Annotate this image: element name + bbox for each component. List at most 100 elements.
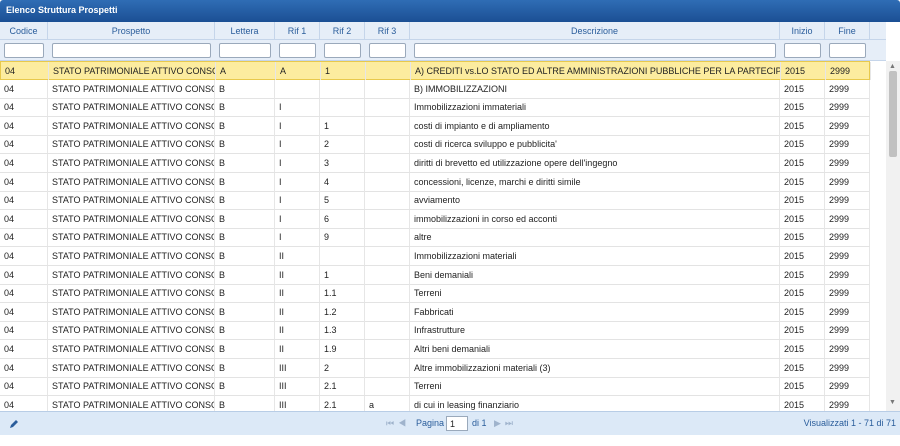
filter-input[interactable] [829, 43, 866, 58]
cell: STATO PATRIMONIALE ATTIVO CONSOL [48, 191, 215, 210]
cell: 2999 [825, 284, 870, 303]
filter-input[interactable] [369, 43, 406, 58]
cell: 1 [320, 116, 365, 135]
column-header[interactable]: Descrizione [410, 22, 780, 40]
scroll-down[interactable]: ▼ [889, 399, 896, 406]
cell: Altre immobilizzazioni materiali (3) [410, 358, 780, 377]
cell: 2.1 [320, 377, 365, 396]
cell: 04 [0, 284, 48, 303]
cell: 2015 [780, 284, 825, 303]
cell: 3 [320, 154, 365, 172]
table-row[interactable]: 04 STATO PATRIMONIALE ATTIVO CONSOL B II Imm… [0, 247, 870, 266]
filter-row [0, 40, 886, 61]
cell: B [215, 247, 275, 265]
scrollbar[interactable]: ▲ ▼ [886, 61, 900, 411]
cell [365, 98, 410, 117]
filter-input[interactable] [324, 43, 361, 58]
column-header[interactable]: Rif 3 [365, 22, 410, 40]
cell: A) CREDITI vs.LO STATO ED ALTRE AMMINIST… [411, 62, 781, 80]
filter-input[interactable] [414, 43, 776, 58]
cell: A [276, 62, 321, 80]
cell [365, 228, 410, 247]
cell: immobilizzazioni in corso ed acconti [410, 209, 780, 228]
cell: 04 [0, 321, 48, 340]
cell: Altri beni demaniali [410, 340, 780, 358]
cell: 2015 [780, 265, 825, 284]
cell: B [215, 98, 275, 117]
cell: STATO PATRIMONIALE ATTIVO CONSOL [48, 358, 215, 377]
cell [365, 154, 410, 172]
filter-input[interactable] [219, 43, 271, 58]
table-row[interactable]: 04 STATO PATRIMONIALE ATTIVO CONSOL B II 1.1… [0, 284, 870, 304]
cell: concessioni, licenze, marchi e diritti s… [410, 172, 780, 191]
cell [365, 377, 410, 396]
cell: 04 [0, 358, 48, 377]
column-header[interactable]: Prospetto [48, 22, 215, 40]
filter-input[interactable] [4, 43, 44, 58]
filter-input[interactable] [279, 43, 316, 58]
cell: 2999 [825, 135, 870, 154]
scroll-up[interactable]: ▲ [889, 63, 896, 70]
cell: 2999 [825, 154, 870, 172]
cell: 1.9 [320, 340, 365, 358]
cell: 2015 [780, 135, 825, 154]
cell: 2999 [825, 377, 870, 396]
pager-prev[interactable]: ⏮◀ [386, 418, 411, 428]
cell: I [275, 228, 320, 247]
table-row[interactable]: 04 STATO PATRIMONIALE ATTIVO CONSOL B I 2 cos… [0, 135, 870, 155]
filter-input[interactable] [784, 43, 821, 58]
column-header[interactable]: Rif 1 [275, 22, 320, 40]
edit-icon[interactable] [8, 418, 20, 430]
table-row[interactable]: 04 STATO PATRIMONIALE ATTIVO CONSOL B II 1.9… [0, 340, 870, 359]
cell [365, 247, 410, 265]
table-row[interactable]: 04 STATO PATRIMONIALE ATTIVO CONSOL B II 1.3… [0, 321, 870, 341]
pager-next[interactable]: ▶⏭ [494, 418, 518, 428]
cell: 1.1 [320, 284, 365, 303]
cell [365, 321, 410, 340]
column-header[interactable]: Lettera [215, 22, 275, 40]
column-header[interactable]: Codice [0, 22, 48, 40]
cell: 04 [0, 209, 48, 228]
column-header[interactable]: Fine [825, 22, 870, 40]
table-row[interactable]: 04 STATO PATRIMONIALE ATTIVO CONSOL B III 2 A… [0, 358, 870, 378]
page-input[interactable]: 1 [446, 416, 468, 431]
cell: 2999 [825, 302, 870, 321]
table-row[interactable]: 04 STATO PATRIMONIALE ATTIVO CONSOL B I Immo… [0, 98, 870, 118]
cell: 4 [320, 172, 365, 191]
table-row[interactable]: 04 STATO PATRIMONIALE ATTIVO CONSOL A A 1 A) … [0, 61, 871, 80]
cell: B [215, 135, 275, 154]
table-row[interactable]: 04 STATO PATRIMONIALE ATTIVO CONSOL B B) IM… [0, 79, 870, 99]
scroll-thumb[interactable] [889, 71, 897, 157]
filter-input[interactable] [52, 43, 211, 58]
cell: 1 [320, 265, 365, 284]
cell: 04 [0, 135, 48, 154]
cell: I [275, 172, 320, 191]
table-row[interactable]: 04 STATO PATRIMONIALE ATTIVO CONSOL B I 6 imm… [0, 209, 870, 229]
cell: Fabbricati [410, 302, 780, 321]
cell: III [275, 377, 320, 396]
table-row[interactable]: 04 STATO PATRIMONIALE ATTIVO CONSOL B I 4 con… [0, 172, 870, 192]
cell: B [215, 79, 275, 98]
cell: STATO PATRIMONIALE ATTIVO CONSOL [48, 79, 215, 98]
table-row[interactable]: 04 STATO PATRIMONIALE ATTIVO CONSOL B II 1 Be… [0, 265, 870, 285]
cell: Infrastrutture [410, 321, 780, 340]
cell: 2999 [825, 172, 870, 191]
table-row[interactable]: 04 STATO PATRIMONIALE ATTIVO CONSOL B I 9 alt… [0, 228, 870, 248]
cell: 2015 [780, 191, 825, 210]
table-row[interactable]: 04 STATO PATRIMONIALE ATTIVO CONSOL B III 2.… [0, 377, 870, 397]
cell [366, 62, 411, 80]
cell: 2015 [780, 154, 825, 172]
cell: 2999 [825, 247, 870, 265]
column-header[interactable]: Inizio [780, 22, 825, 40]
cell [365, 265, 410, 284]
table-row[interactable]: 04 STATO PATRIMONIALE ATTIVO CONSOL B I 3 dir… [0, 154, 870, 173]
cell: I [275, 116, 320, 135]
column-header[interactable]: Rif 2 [320, 22, 365, 40]
table-row[interactable]: 04 STATO PATRIMONIALE ATTIVO CONSOL B II 1.2… [0, 302, 870, 322]
table-row[interactable]: 04 STATO PATRIMONIALE ATTIVO CONSOL B III 2.… [0, 395, 870, 411]
table-row[interactable]: 04 STATO PATRIMONIALE ATTIVO CONSOL B I 5 avv… [0, 191, 870, 211]
cell: III [275, 358, 320, 377]
cell: I [275, 209, 320, 228]
table-row[interactable]: 04 STATO PATRIMONIALE ATTIVO CONSOL B I 1 cos… [0, 116, 870, 136]
